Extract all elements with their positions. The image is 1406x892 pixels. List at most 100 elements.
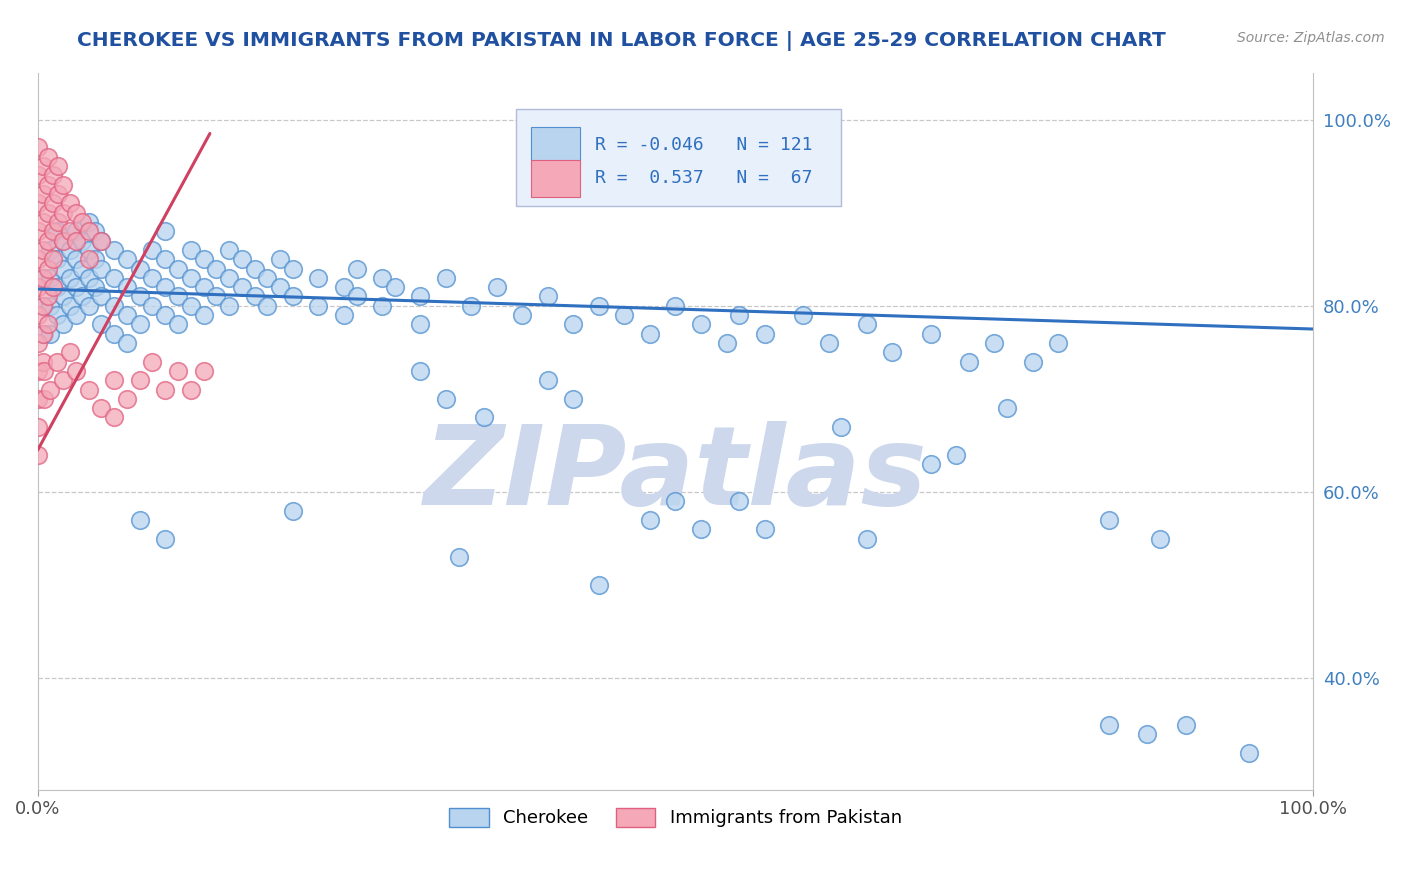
Point <box>84 252 107 267</box>
Point <box>167 364 190 378</box>
Bar <box>531 160 579 197</box>
Text: Source: ZipAtlas.com: Source: ZipAtlas.com <box>1237 31 1385 45</box>
Point <box>42 196 65 211</box>
Point <box>115 252 138 267</box>
Point <box>58 299 80 313</box>
Point <box>269 280 291 294</box>
Point <box>1149 532 1171 546</box>
Point <box>180 383 202 397</box>
FancyBboxPatch shape <box>516 109 841 206</box>
Point <box>103 373 125 387</box>
Text: R = -0.046   N = 121: R = -0.046 N = 121 <box>595 136 813 154</box>
Point <box>39 383 62 397</box>
Point <box>103 243 125 257</box>
Point <box>193 252 215 267</box>
Point <box>728 494 751 508</box>
Point <box>32 392 55 406</box>
Point <box>45 308 67 322</box>
Point <box>945 448 967 462</box>
Point <box>115 280 138 294</box>
Point <box>72 234 94 248</box>
Point <box>1239 746 1261 760</box>
Bar <box>531 127 579 164</box>
Point <box>77 224 100 238</box>
Point <box>42 280 65 294</box>
Point <box>218 243 240 257</box>
Point <box>27 336 49 351</box>
Point <box>690 522 713 536</box>
Point <box>256 270 278 285</box>
Point <box>46 215 69 229</box>
Point <box>32 364 55 378</box>
Point <box>562 318 585 332</box>
Point <box>27 392 49 406</box>
Point <box>817 336 839 351</box>
Point <box>103 299 125 313</box>
Point <box>128 261 150 276</box>
Point <box>45 224 67 238</box>
Point <box>128 513 150 527</box>
Point <box>562 392 585 406</box>
Point <box>37 289 59 303</box>
Point <box>995 401 1018 416</box>
Point <box>72 289 94 303</box>
Point <box>39 270 62 285</box>
Point <box>27 308 49 322</box>
Point <box>90 234 112 248</box>
Point <box>1098 513 1121 527</box>
Point <box>90 289 112 303</box>
Point <box>32 270 55 285</box>
Point <box>1136 727 1159 741</box>
Point <box>52 234 75 248</box>
Point <box>983 336 1005 351</box>
Point <box>141 299 163 313</box>
Point <box>45 252 67 267</box>
Point <box>485 280 508 294</box>
Point <box>46 187 69 202</box>
Point <box>90 401 112 416</box>
Point <box>84 224 107 238</box>
Point <box>65 364 87 378</box>
Point <box>141 270 163 285</box>
Point <box>90 261 112 276</box>
Point <box>58 345 80 359</box>
Point <box>371 299 394 313</box>
Point <box>409 289 432 303</box>
Point <box>115 336 138 351</box>
Point <box>1021 354 1043 368</box>
Point <box>65 252 87 267</box>
Point <box>882 345 904 359</box>
Point <box>537 289 560 303</box>
Point <box>77 383 100 397</box>
Point <box>128 289 150 303</box>
Point <box>32 326 55 341</box>
Point <box>690 318 713 332</box>
Text: ZIPatlas: ZIPatlas <box>423 421 928 528</box>
Point <box>27 364 49 378</box>
Point <box>180 243 202 257</box>
Point <box>27 448 49 462</box>
Point <box>269 252 291 267</box>
Point <box>90 234 112 248</box>
Point <box>472 410 495 425</box>
Point <box>77 252 100 267</box>
Point <box>115 308 138 322</box>
Point <box>434 392 457 406</box>
Point <box>77 270 100 285</box>
Point <box>42 224 65 238</box>
Point <box>103 326 125 341</box>
Point <box>205 289 228 303</box>
Point <box>256 299 278 313</box>
Point <box>371 270 394 285</box>
Point <box>27 252 49 267</box>
Point <box>281 261 304 276</box>
Point <box>957 354 980 368</box>
Point <box>167 318 190 332</box>
Point <box>31 299 53 313</box>
Point <box>447 550 470 565</box>
Point <box>856 532 879 546</box>
Point <box>155 308 177 322</box>
Point <box>920 457 942 471</box>
Point <box>1174 717 1197 731</box>
Point <box>856 318 879 332</box>
